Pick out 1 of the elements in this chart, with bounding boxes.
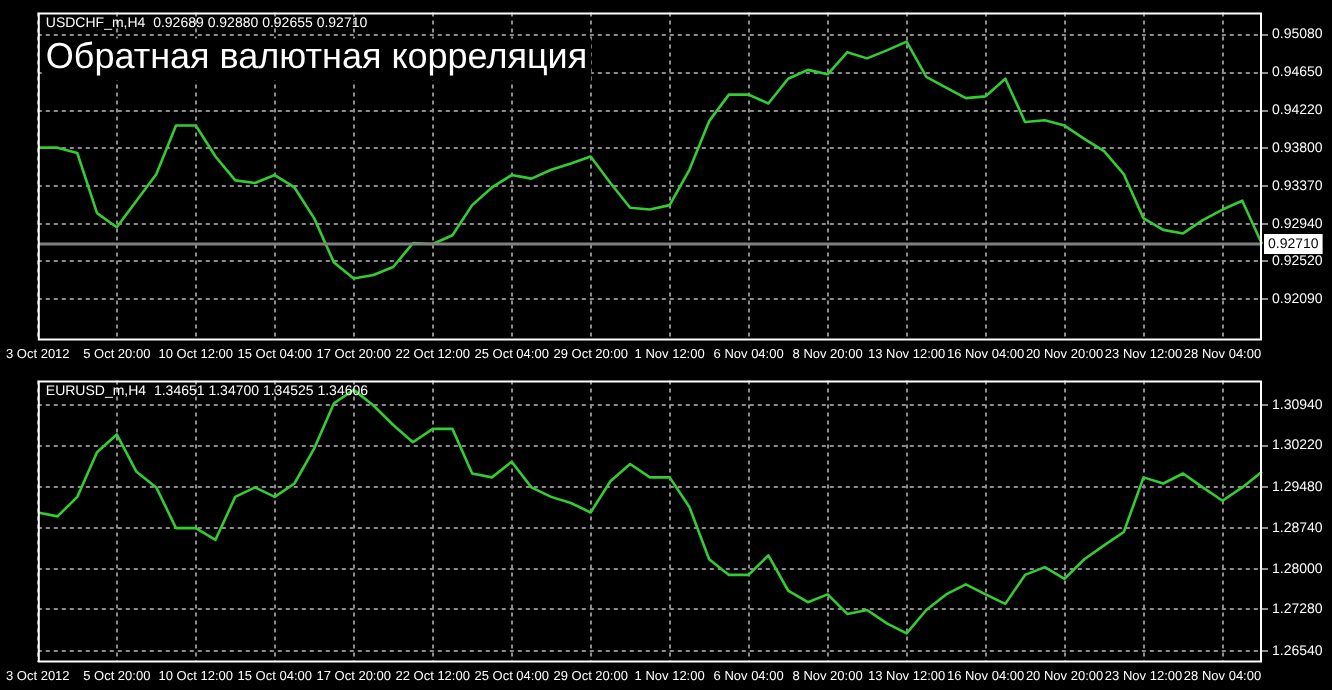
text: Обратная валютная корреляция (45, 36, 588, 77)
